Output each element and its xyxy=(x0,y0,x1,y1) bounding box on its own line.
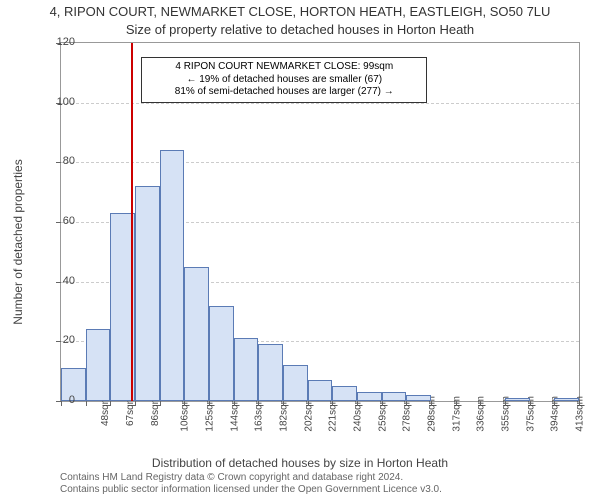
histogram-bar xyxy=(258,344,283,401)
plot-area: 48sqm67sqm86sqm106sqm125sqm144sqm163sqm1… xyxy=(60,42,580,402)
histogram-bar xyxy=(184,267,209,401)
histogram-bar xyxy=(382,392,407,401)
chart-container: 4, RIPON COURT, NEWMARKET CLOSE, HORTON … xyxy=(0,0,600,500)
annotation-line: ← 19% of detached houses are smaller (67… xyxy=(148,74,420,87)
y-tick-label: 20 xyxy=(45,334,75,346)
histogram-bar xyxy=(505,398,530,401)
x-tick-label: 125sqm xyxy=(205,396,216,432)
histogram-bar xyxy=(160,150,185,401)
histogram-bar xyxy=(308,380,333,401)
histogram-bar xyxy=(135,186,160,401)
x-tick-mark xyxy=(480,401,481,406)
x-tick-mark xyxy=(357,401,358,406)
x-tick-mark xyxy=(456,401,457,406)
x-tick-label: 221sqm xyxy=(328,396,339,432)
x-tick-mark xyxy=(505,401,506,406)
x-tick-label: 298sqm xyxy=(427,396,438,432)
x-tick-label: 413sqm xyxy=(575,396,586,432)
y-tick-label: 0 xyxy=(45,394,75,406)
histogram-bar xyxy=(209,306,234,401)
x-tick-mark xyxy=(209,401,210,406)
x-tick-mark xyxy=(86,401,87,406)
x-tick-mark xyxy=(234,401,235,406)
y-tick-label: 40 xyxy=(45,275,75,287)
x-tick-label: 106sqm xyxy=(180,396,191,432)
chart-title-address: 4, RIPON COURT, NEWMARKET CLOSE, HORTON … xyxy=(0,4,600,19)
x-tick-mark xyxy=(283,401,284,406)
x-tick-label: 182sqm xyxy=(279,396,290,432)
attribution-line2: Contains public sector information licen… xyxy=(60,484,590,496)
x-tick-label: 336sqm xyxy=(476,396,487,432)
x-tick-mark xyxy=(308,401,309,406)
x-tick-mark xyxy=(160,401,161,406)
y-tick-label: 60 xyxy=(45,215,75,227)
x-tick-mark xyxy=(431,401,432,406)
y-axis-label: Number of detached properties xyxy=(11,112,25,372)
x-tick-label: 259sqm xyxy=(377,396,388,432)
x-axis-label: Distribution of detached houses by size … xyxy=(0,456,600,470)
x-tick-mark xyxy=(406,401,407,406)
x-tick-label: 278sqm xyxy=(402,396,413,432)
x-tick-mark xyxy=(258,401,259,406)
x-tick-label: 240sqm xyxy=(353,396,364,432)
histogram-bar xyxy=(332,386,357,401)
x-tick-mark xyxy=(530,401,531,406)
property-marker-line xyxy=(131,43,133,401)
x-tick-label: 355sqm xyxy=(501,396,512,432)
histogram-bar xyxy=(234,338,259,401)
x-tick-label: 394sqm xyxy=(550,396,561,432)
x-tick-label: 202sqm xyxy=(303,396,314,432)
x-tick-mark xyxy=(554,401,555,406)
x-tick-mark xyxy=(184,401,185,406)
histogram-bar xyxy=(86,329,111,401)
gridline xyxy=(61,162,579,163)
annotation-box: 4 RIPON COURT NEWMARKET CLOSE: 99sqm← 19… xyxy=(141,57,427,103)
x-tick-label: 144sqm xyxy=(229,396,240,432)
y-tick-label: 80 xyxy=(45,155,75,167)
annotation-line: 81% of semi-detached houses are larger (… xyxy=(148,86,420,99)
x-tick-mark xyxy=(135,401,136,406)
histogram-bar xyxy=(283,365,308,401)
x-tick-label: 317sqm xyxy=(451,396,462,432)
attribution-line1: Contains HM Land Registry data © Crown c… xyxy=(60,472,590,484)
x-tick-mark xyxy=(382,401,383,406)
x-tick-mark xyxy=(110,401,111,406)
histogram-bar xyxy=(406,395,431,401)
x-tick-mark xyxy=(579,401,580,406)
x-tick-mark xyxy=(332,401,333,406)
chart-subtitle: Size of property relative to detached ho… xyxy=(0,22,600,37)
y-tick-label: 100 xyxy=(45,96,75,108)
histogram-bar xyxy=(554,398,579,401)
attribution: Contains HM Land Registry data © Crown c… xyxy=(60,472,590,496)
x-tick-label: 163sqm xyxy=(254,396,265,432)
histogram-bar xyxy=(357,392,382,401)
y-tick-label: 120 xyxy=(45,36,75,48)
x-tick-label: 375sqm xyxy=(525,396,536,432)
annotation-line: 4 RIPON COURT NEWMARKET CLOSE: 99sqm xyxy=(148,61,420,74)
